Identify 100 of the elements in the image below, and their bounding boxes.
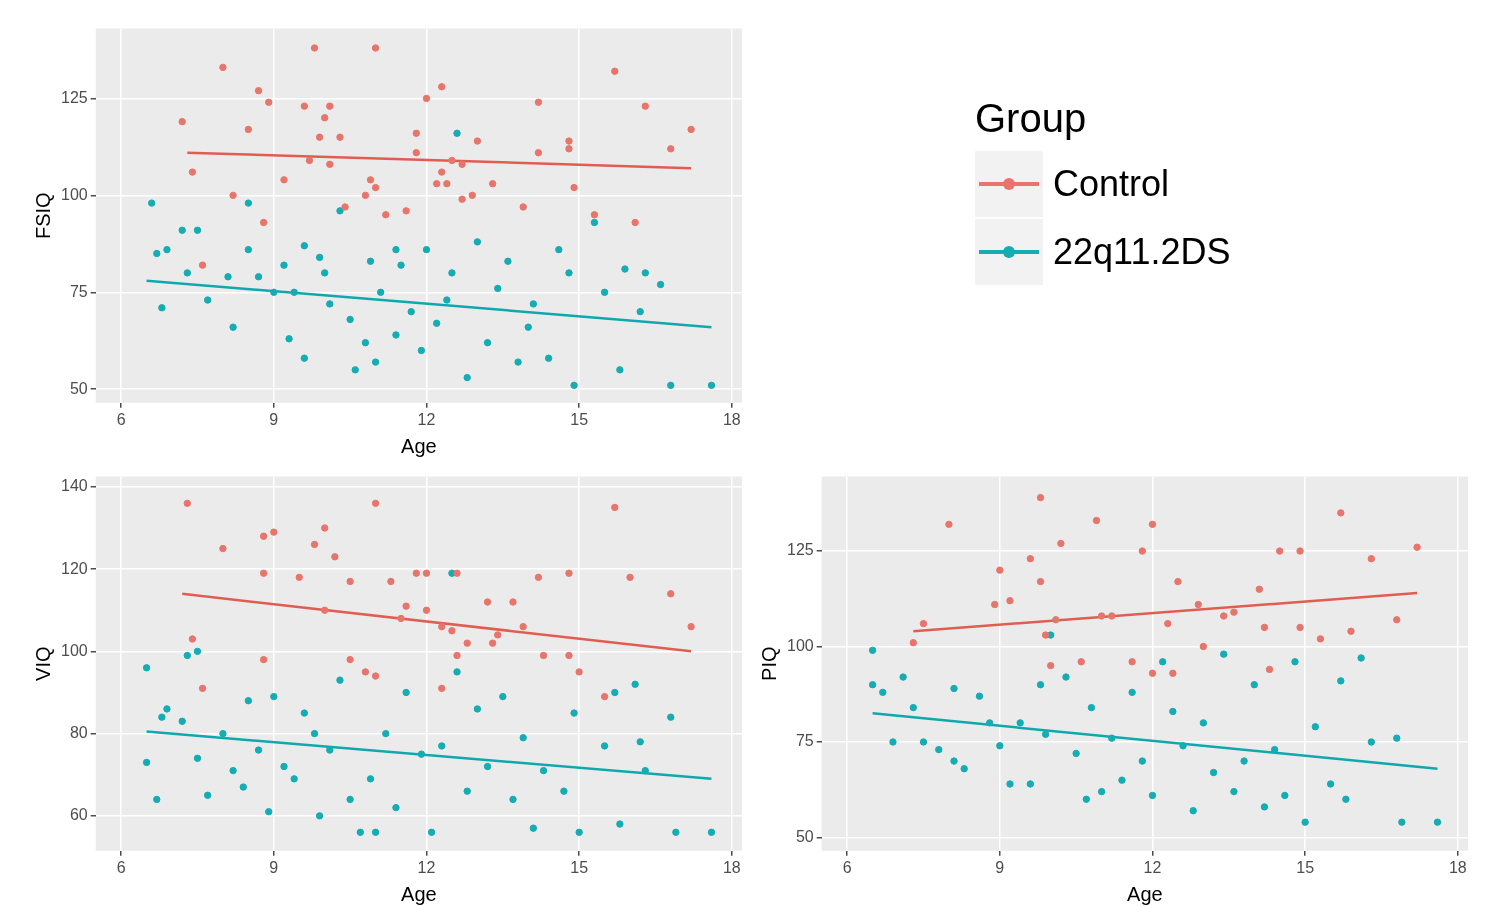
- point: [1128, 658, 1136, 666]
- point: [331, 553, 339, 561]
- point: [488, 639, 497, 647]
- point: [315, 253, 324, 262]
- point: [254, 273, 263, 281]
- point: [1347, 627, 1355, 635]
- point: [483, 762, 492, 771]
- point: [575, 668, 583, 676]
- point: [310, 540, 319, 549]
- point: [412, 569, 420, 577]
- point: [935, 745, 943, 754]
- point: [305, 156, 314, 165]
- point: [188, 635, 197, 643]
- point: [315, 812, 324, 820]
- point: [1092, 516, 1101, 525]
- x-tick-label: 15: [570, 410, 589, 428]
- point: [392, 803, 400, 812]
- point: [1041, 730, 1050, 739]
- point: [448, 156, 456, 165]
- point: [346, 577, 354, 586]
- point: [259, 655, 268, 664]
- point: [326, 746, 334, 754]
- point: [1281, 791, 1289, 800]
- point: [458, 195, 466, 203]
- point: [473, 238, 482, 246]
- point: [142, 664, 151, 672]
- point: [1199, 719, 1208, 727]
- point: [382, 729, 390, 738]
- point: [1179, 742, 1187, 750]
- point: [438, 168, 446, 176]
- point: [443, 296, 451, 304]
- point: [244, 199, 253, 207]
- point: [641, 269, 650, 277]
- point: [1036, 493, 1045, 502]
- point: [1097, 787, 1106, 796]
- point: [534, 573, 543, 582]
- point: [534, 98, 543, 106]
- point: [326, 102, 334, 110]
- point: [321, 606, 329, 614]
- point: [945, 520, 953, 529]
- point: [321, 114, 329, 122]
- point: [265, 98, 273, 106]
- point: [259, 532, 268, 540]
- point: [600, 288, 609, 296]
- point: [1026, 780, 1035, 788]
- point: [1255, 585, 1264, 593]
- point: [1433, 818, 1442, 826]
- point: [448, 627, 456, 635]
- point: [310, 729, 319, 738]
- x-tick-label: 9: [269, 410, 279, 428]
- point: [919, 619, 928, 628]
- y-tick-label: 125: [786, 541, 814, 559]
- y-tick-label: 100: [60, 185, 88, 203]
- point: [519, 734, 527, 742]
- point: [1158, 658, 1167, 666]
- point: [996, 566, 1004, 574]
- point: [178, 717, 186, 725]
- point: [183, 499, 191, 508]
- x-axis-title: Age: [401, 882, 437, 905]
- point: [631, 218, 639, 227]
- point: [315, 133, 324, 141]
- point: [1082, 795, 1091, 803]
- point: [499, 692, 507, 701]
- point: [483, 598, 492, 606]
- point: [183, 269, 191, 277]
- point: [280, 176, 288, 184]
- point: [565, 269, 573, 277]
- legend-label: 22q11.2DS: [1053, 231, 1231, 273]
- x-tick-label: 15: [1296, 858, 1315, 876]
- point: [590, 218, 599, 227]
- point: [382, 211, 390, 219]
- point: [163, 245, 171, 254]
- point: [326, 160, 334, 169]
- point: [524, 323, 532, 331]
- point: [239, 783, 247, 791]
- point: [244, 125, 253, 134]
- point: [310, 44, 319, 52]
- point: [488, 180, 497, 188]
- point: [1393, 616, 1401, 624]
- point: [229, 766, 237, 775]
- point: [402, 602, 410, 610]
- point: [1016, 719, 1024, 727]
- point: [1189, 807, 1197, 815]
- point: [427, 828, 436, 836]
- point: [687, 622, 695, 631]
- point: [407, 307, 415, 316]
- point: [544, 354, 553, 362]
- point: [270, 288, 278, 296]
- point: [193, 226, 202, 234]
- point: [422, 569, 431, 577]
- point: [950, 757, 958, 765]
- point: [438, 684, 446, 693]
- point: [494, 631, 502, 639]
- x-tick-label: 12: [1143, 858, 1162, 876]
- y-tick-label: 100: [786, 636, 814, 654]
- point: [321, 269, 329, 277]
- y-tick-label: 80: [69, 724, 88, 742]
- point: [290, 775, 298, 783]
- y-tick-label: 100: [60, 641, 88, 659]
- point: [1367, 738, 1376, 746]
